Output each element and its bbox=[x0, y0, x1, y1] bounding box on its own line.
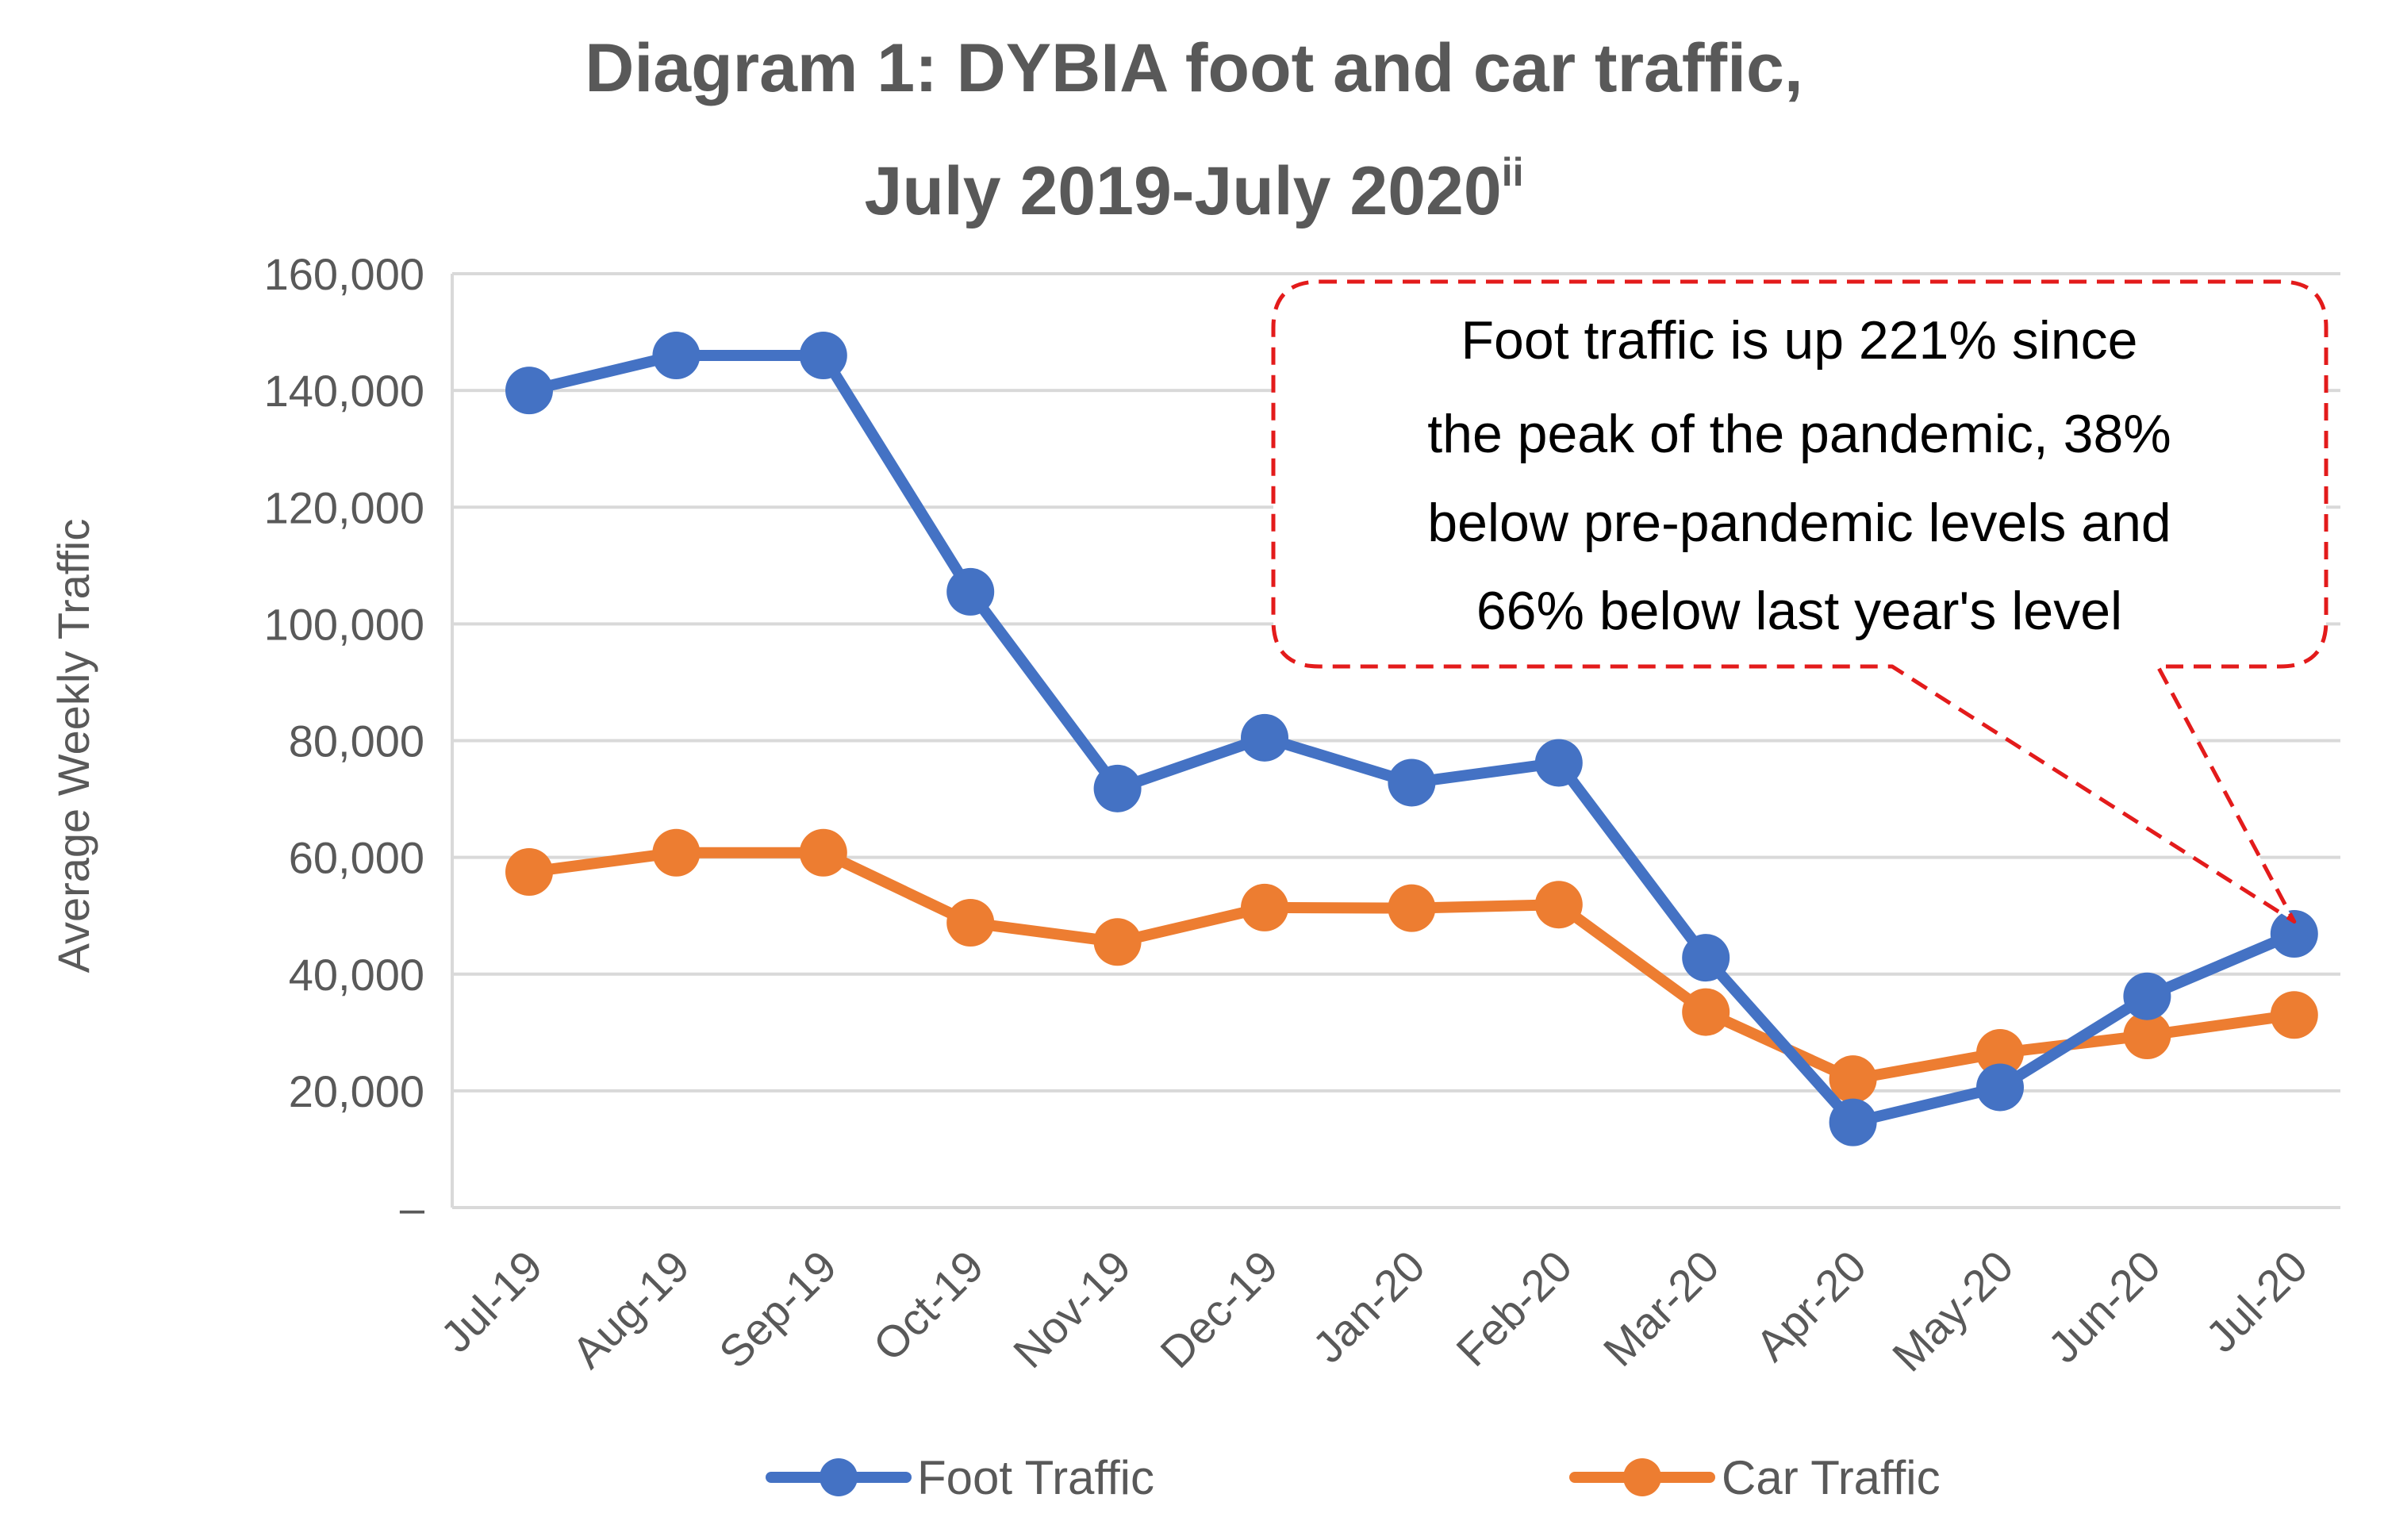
data-point-foot-traffic-jun-20 bbox=[2123, 972, 2171, 1020]
x-tick-label-apr-20: Apr-20 bbox=[1746, 1241, 1875, 1370]
data-point-car-traffic-dec-19 bbox=[1241, 883, 1288, 931]
data-point-car-traffic-feb-20 bbox=[1534, 881, 1583, 929]
y-tick-label-7: 140,000 bbox=[264, 366, 424, 416]
y-tick-label-5: 100,000 bbox=[264, 599, 424, 649]
x-tick-label-may-20: May-20 bbox=[1883, 1241, 2023, 1381]
x-tick-label-dec-19: Dec-19 bbox=[1150, 1241, 1287, 1377]
data-point-car-traffic-oct-19 bbox=[946, 899, 995, 947]
data-point-car-traffic-nov-19 bbox=[1093, 918, 1142, 966]
y-tick-label-8: 160,000 bbox=[264, 249, 424, 299]
y-axis-title: Average Weekly Traffic bbox=[48, 519, 98, 974]
chart-title-line-2-text: July 2019-July 2020 bbox=[864, 153, 1501, 229]
data-point-car-traffic-jun-20 bbox=[2123, 1011, 2171, 1059]
y-tick-label-6: 120,000 bbox=[264, 482, 424, 532]
annotation-line-3: below pre-pandemic levels and bbox=[1427, 493, 2171, 553]
x-tick-label-jul-19: Jul-19 bbox=[431, 1241, 551, 1361]
chart-title-line-1: Diagram 1: DYBIA foot and car traffic, bbox=[585, 30, 1803, 106]
legend-marker-foot-traffic bbox=[820, 1458, 858, 1496]
x-tick-label-jun-20: Jun-20 bbox=[2038, 1241, 2170, 1373]
data-point-foot-traffic-jul-19 bbox=[505, 367, 553, 415]
data-point-car-traffic-aug-19 bbox=[652, 828, 701, 877]
series-foot-traffic bbox=[505, 331, 2318, 1146]
annotation-callout-border bbox=[1271, 279, 2328, 924]
data-point-foot-traffic-nov-19 bbox=[1093, 764, 1142, 812]
y-tick-label-4: 80,000 bbox=[289, 716, 424, 766]
data-point-foot-traffic-aug-19 bbox=[652, 331, 701, 379]
legend-marker-car-traffic bbox=[1623, 1458, 1661, 1496]
data-point-car-traffic-mar-20 bbox=[1682, 988, 1730, 1036]
legend-label-foot-traffic: Foot Traffic bbox=[917, 1451, 1154, 1504]
x-tick-label-mar-20: Mar-20 bbox=[1594, 1241, 1729, 1376]
annotation-callout: Foot traffic is up 221% since the peak o… bbox=[1271, 279, 2328, 924]
chart-title-line-2: July 2019-July 2020ii bbox=[864, 150, 1523, 229]
legend-label-car-traffic: Car Traffic bbox=[1722, 1451, 1941, 1504]
data-point-car-traffic-apr-20 bbox=[1829, 1055, 1877, 1104]
x-tick-label-aug-19: Aug-19 bbox=[562, 1241, 699, 1377]
x-tick-label-jul-20: Jul-20 bbox=[2196, 1241, 2317, 1361]
y-tick-labels: – 20,000 40,000 60,000 80,000 100,000 120,000 1… bbox=[264, 249, 425, 1233]
data-point-car-traffic-may-20 bbox=[1976, 1029, 2024, 1077]
plot-series bbox=[505, 331, 2318, 1146]
y-tick-label-1: 20,000 bbox=[289, 1066, 424, 1116]
data-point-foot-traffic-jan-20 bbox=[1388, 758, 1436, 807]
data-point-car-traffic-jan-20 bbox=[1388, 884, 1436, 932]
series-car-traffic bbox=[505, 828, 2318, 1104]
annotation-line-2: the peak of the pandemic, 38% bbox=[1427, 404, 2171, 464]
chart-title-superscript: ii bbox=[1502, 150, 1524, 194]
legend: Foot Traffic Car Traffic bbox=[766, 1451, 1941, 1504]
annotation-line-4: 66% below last year's level bbox=[1476, 581, 2122, 641]
x-tick-label-feb-20: Feb-20 bbox=[1446, 1241, 1581, 1376]
data-point-foot-traffic-dec-19 bbox=[1241, 713, 1288, 762]
data-point-foot-traffic-jul-20 bbox=[2270, 909, 2318, 958]
x-tick-labels: Jul-19 Aug-19 Sep-19 Oct-19 Nov-19 Dec-19 Jan-… bbox=[431, 1241, 2317, 1381]
data-point-foot-traffic-apr-20 bbox=[1829, 1098, 1877, 1146]
data-point-foot-traffic-mar-20 bbox=[1682, 934, 1730, 982]
data-point-foot-traffic-may-20 bbox=[1976, 1063, 2024, 1112]
data-point-foot-traffic-sep-19 bbox=[799, 331, 847, 379]
data-point-foot-traffic-oct-19 bbox=[946, 567, 995, 616]
y-tick-label-0: – bbox=[400, 1183, 425, 1233]
data-point-car-traffic-sep-19 bbox=[799, 828, 847, 877]
annotation-line-1: Foot traffic is up 221% since bbox=[1461, 310, 2138, 371]
x-tick-label-oct-19: Oct-19 bbox=[863, 1241, 992, 1370]
y-tick-label-2: 40,000 bbox=[289, 950, 424, 1000]
y-tick-label-3: 60,000 bbox=[289, 833, 424, 883]
data-point-foot-traffic-feb-20 bbox=[1534, 739, 1583, 787]
x-tick-label-sep-19: Sep-19 bbox=[709, 1241, 846, 1377]
x-tick-label-jan-20: Jan-20 bbox=[1303, 1241, 1434, 1373]
data-point-car-traffic-jul-19 bbox=[505, 848, 553, 897]
data-point-car-traffic-jul-20 bbox=[2270, 991, 2318, 1039]
x-tick-label-nov-19: Nov-19 bbox=[1004, 1241, 1140, 1377]
